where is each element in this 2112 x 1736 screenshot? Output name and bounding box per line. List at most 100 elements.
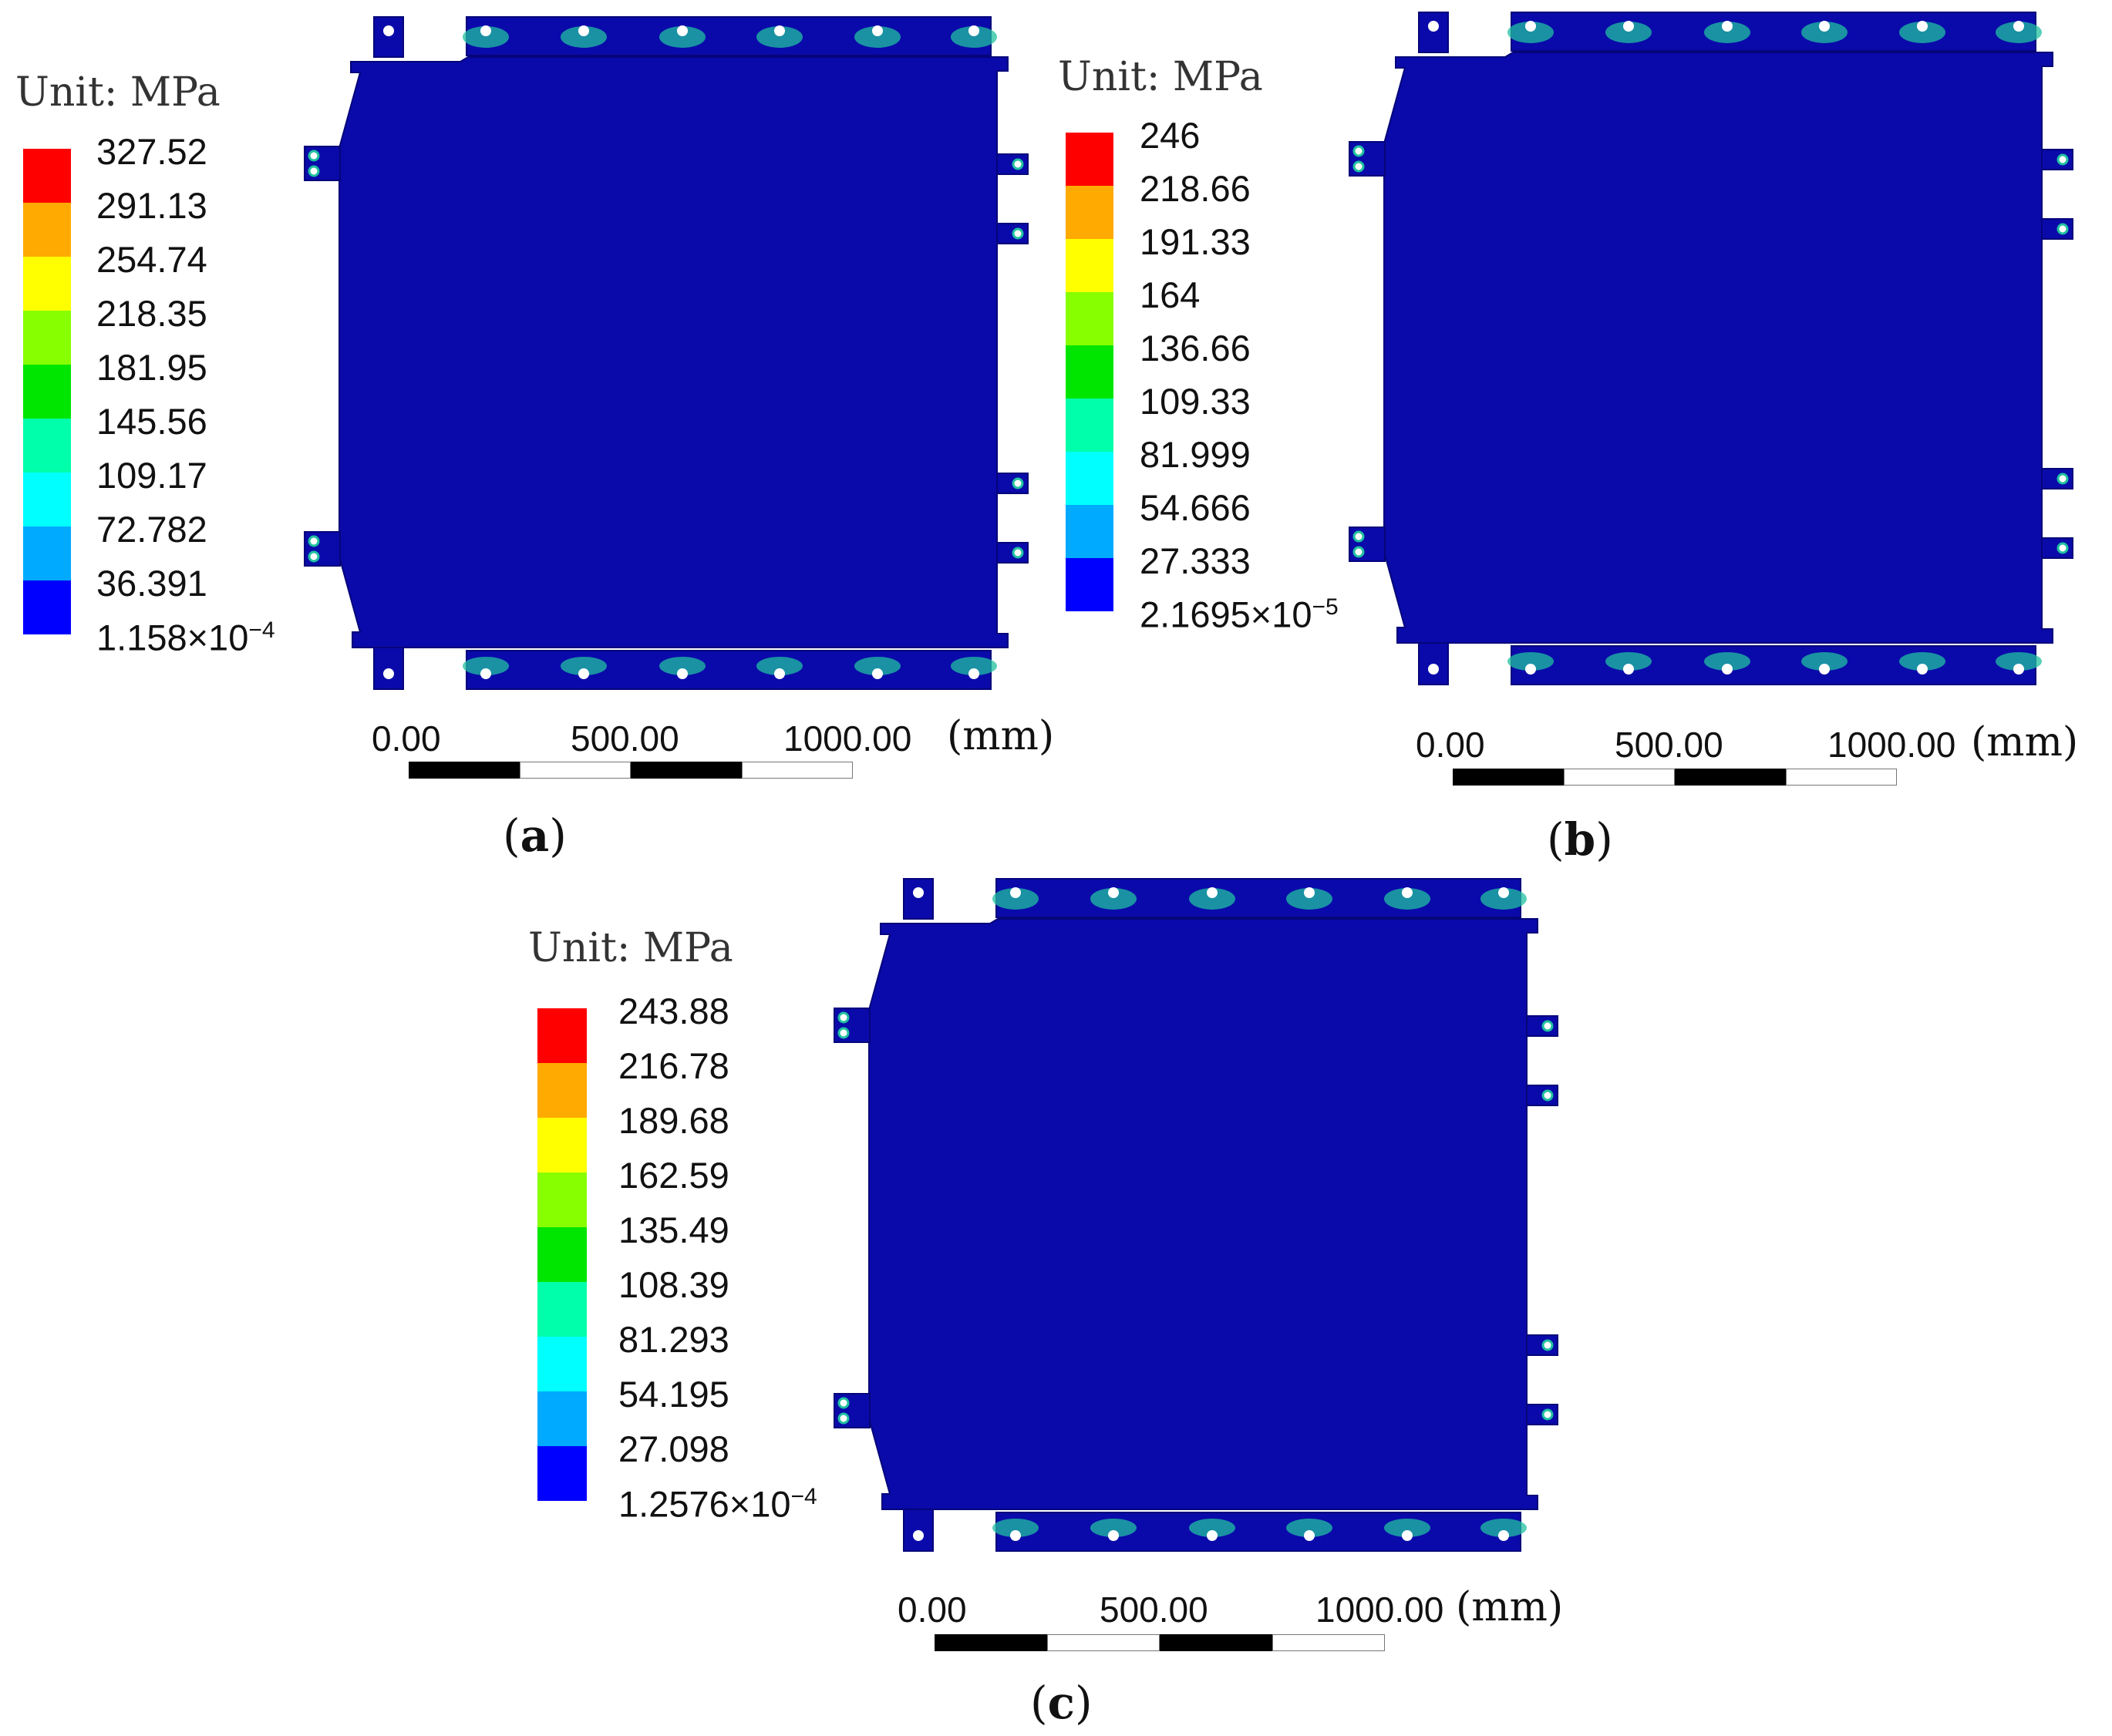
- scale-tick-b-0: 0.00: [1416, 725, 1485, 765]
- scale-segment-a-2: [631, 762, 742, 779]
- bolt-hole: [1525, 664, 1536, 675]
- stress-hotspot: [1090, 888, 1137, 910]
- legend-swatch-a-4: [23, 365, 71, 419]
- legend-swatch-b-1: [1066, 186, 1113, 239]
- legend-swatch-a-3: [23, 311, 71, 365]
- bolt-hole: [1012, 227, 1024, 240]
- bolt-hole: [1352, 145, 1365, 157]
- caption-b-letter: b: [1564, 813, 1596, 866]
- bolt-hole: [1819, 21, 1830, 32]
- scale-tick-a-1: 500.00: [571, 718, 679, 759]
- legend-swatch-c-5: [537, 1282, 587, 1337]
- legend-swatch-b-5: [1066, 399, 1113, 452]
- legend-swatch-b-7: [1066, 505, 1113, 558]
- stress-hotspot: [854, 657, 901, 675]
- bolt-hole: [837, 1412, 850, 1425]
- bolt-hole: [480, 668, 491, 679]
- bottom-flange: [995, 1512, 1521, 1552]
- legend-value-b-8: 27.333: [1140, 540, 1251, 581]
- legend-swatch-a-1: [23, 203, 71, 257]
- bolt-hole: [383, 25, 394, 36]
- legend-swatch-c-8: [537, 1446, 587, 1501]
- stress-hotspot: [1605, 652, 1652, 671]
- legend-swatch-b-2: [1066, 239, 1113, 292]
- legend-swatch-c-3: [537, 1172, 587, 1227]
- top-left-tab: [1418, 12, 1449, 53]
- bolt-hole: [1010, 1530, 1021, 1541]
- plate-model-c: [834, 878, 1558, 1552]
- legend-swatch-a-7: [23, 527, 71, 580]
- legend-swatch-a-0: [23, 149, 71, 203]
- stress-hotspot: [1384, 888, 1430, 910]
- bolt-hole: [1498, 887, 1509, 898]
- bolt-hole: [1207, 1530, 1218, 1541]
- bolt-hole: [1498, 1530, 1509, 1541]
- legend-value-a-8: 36.391: [96, 563, 207, 604]
- plate-assembly: [304, 16, 1029, 690]
- legend-value-a-1: 291.13: [96, 185, 207, 226]
- legend-unit-c: Unit: MPa: [528, 925, 733, 971]
- legend-swatch-c-0: [537, 1008, 587, 1063]
- top-left-tab: [373, 16, 404, 58]
- stress-hotspot: [659, 657, 706, 675]
- scale-tick-b-1: 500.00: [1615, 725, 1723, 765]
- legend-swatch-c-4: [537, 1227, 587, 1282]
- scale-segment-c-3: [1272, 1634, 1385, 1651]
- bolt-hole: [1819, 664, 1830, 675]
- legend-value-c-7: 54.195: [618, 1374, 729, 1415]
- bolt-hole: [308, 535, 320, 547]
- legend-min-exponent-b: −5: [1312, 594, 1339, 620]
- stress-hotspot: [1996, 652, 2042, 671]
- top-flange: [466, 16, 992, 56]
- stress-hotspot: [1189, 888, 1235, 910]
- scale-tick-c-1: 500.00: [1100, 1590, 1208, 1630]
- bolt-hole: [1623, 21, 1634, 32]
- scale-segment-c-1: [1047, 1634, 1160, 1651]
- scale-segment-b-2: [1675, 769, 1786, 786]
- main-plate: [1383, 52, 2053, 644]
- scale-segment-c-0: [935, 1634, 1047, 1651]
- bolt-hole: [774, 25, 785, 36]
- bottom-flange: [1511, 645, 2036, 685]
- bolt-hole: [2013, 664, 2024, 675]
- bolt-hole: [1428, 21, 1439, 32]
- bolt-hole: [872, 668, 883, 679]
- bolt-hole: [308, 550, 320, 563]
- legend-value-c-0: 243.88: [618, 991, 729, 1031]
- stress-hotspot: [992, 888, 1039, 910]
- stress-hotspot: [1090, 1519, 1137, 1537]
- bolt-hole: [1108, 887, 1119, 898]
- stress-hotspot: [1286, 888, 1332, 910]
- bolt-hole: [1722, 664, 1733, 675]
- legend-value-a-0: 327.52: [96, 131, 207, 172]
- legend-value-b-1: 218.66: [1140, 168, 1251, 209]
- stress-hotspot: [659, 26, 706, 48]
- bolt-hole: [837, 1027, 850, 1039]
- stress-hotspot: [1801, 652, 1848, 671]
- scale-unit-b: (mm): [1971, 719, 2079, 765]
- bolt-hole: [1352, 160, 1365, 173]
- legend-swatch-a-6: [23, 473, 71, 527]
- stress-hotspot: [1189, 1519, 1235, 1537]
- bolt-hole: [774, 668, 785, 679]
- stress-hotspot: [1480, 1519, 1527, 1537]
- top-flange: [995, 878, 1521, 918]
- bolt-hole: [968, 25, 979, 36]
- caption-a: (a): [503, 809, 567, 862]
- bolt-hole: [913, 1530, 924, 1541]
- bolt-hole: [837, 1397, 850, 1409]
- legend-swatch-b-3: [1066, 292, 1113, 345]
- scale-segment-c-2: [1160, 1634, 1272, 1651]
- caption-b: (b): [1547, 813, 1613, 866]
- bolt-hole: [1352, 530, 1365, 543]
- bolt-hole: [480, 25, 491, 36]
- stress-hotspot: [1286, 1519, 1332, 1537]
- bottom-left-tab: [373, 647, 404, 690]
- plate-model-b: [1349, 12, 2073, 685]
- bolt-hole: [1541, 1020, 1554, 1032]
- legend-value-c-6: 81.293: [618, 1319, 729, 1360]
- top-left-tab: [903, 878, 934, 920]
- bolt-hole: [308, 165, 320, 177]
- legend-swatch-c-1: [537, 1063, 587, 1118]
- stress-hotspot: [1801, 22, 1848, 43]
